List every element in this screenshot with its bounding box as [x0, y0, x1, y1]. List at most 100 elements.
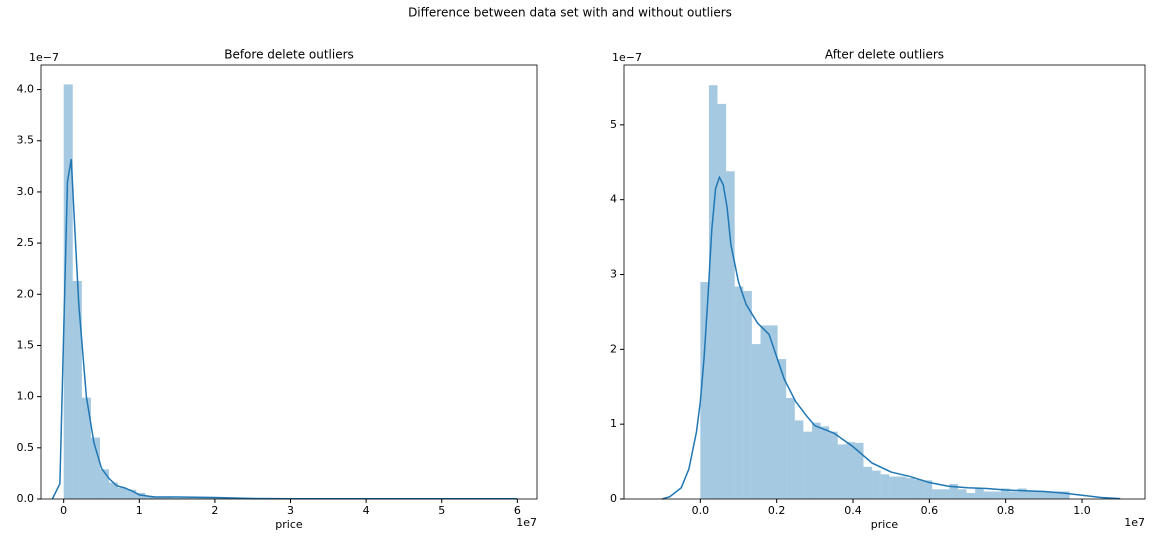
- y-tick-label: 4.0: [17, 83, 35, 96]
- bar: [145, 495, 155, 499]
- y-tick-label: 2.5: [17, 236, 35, 249]
- kde-line: [51, 159, 518, 500]
- y-tick-label: 4: [610, 193, 617, 206]
- bar: [837, 444, 847, 499]
- y-tick-label: 3: [610, 268, 617, 281]
- x-tick-label: 2: [211, 504, 218, 517]
- bar: [81, 397, 91, 499]
- y-tick-label: 3.0: [17, 185, 35, 198]
- bar: [803, 431, 812, 499]
- bar: [915, 479, 924, 499]
- bar: [769, 325, 778, 499]
- x-tick-label: 0.4: [844, 504, 862, 517]
- bar: [734, 286, 744, 499]
- bar: [743, 290, 752, 499]
- x-tick-label: 6: [514, 504, 521, 517]
- x-tick-label: 5: [438, 504, 445, 517]
- x-axis-label: price: [871, 518, 899, 531]
- bar: [127, 489, 137, 499]
- bar: [880, 474, 890, 499]
- x-tick-label: 0.6: [921, 504, 939, 517]
- bar: [63, 84, 73, 499]
- y-tick-label: 0.0: [17, 492, 35, 505]
- bar: [966, 493, 976, 499]
- bar: [136, 492, 146, 499]
- bar: [1061, 491, 1070, 499]
- bar: [90, 437, 100, 499]
- bar: [811, 422, 821, 499]
- chart-title: After delete outliers: [825, 48, 944, 62]
- bar: [923, 480, 933, 499]
- y-tick-label: 1: [610, 417, 617, 430]
- bar: [1000, 488, 1010, 499]
- bar: [163, 496, 173, 499]
- x-tick-label: 3: [287, 504, 294, 517]
- bar: [906, 478, 916, 499]
- bar: [708, 85, 718, 500]
- kde-line: [661, 175, 1121, 500]
- y-tick-label: 5: [610, 118, 617, 131]
- bar: [1026, 490, 1036, 499]
- plot-frame: [40, 64, 538, 500]
- bar: [1018, 488, 1027, 499]
- x-tick-label: 0.2: [768, 504, 786, 517]
- bar: [760, 325, 770, 499]
- bar: [109, 482, 119, 499]
- bar: [983, 491, 993, 499]
- bar: [208, 497, 218, 499]
- y-tick-label: 2: [610, 342, 617, 355]
- x-offset-text: 1e7: [1124, 516, 1145, 529]
- x-tick-label: 1.0: [1073, 504, 1091, 517]
- bar: [154, 496, 164, 499]
- figure-title: Difference between data set with and wit…: [408, 6, 732, 20]
- bar: [700, 282, 709, 499]
- x-tick-label: 0.0: [692, 504, 710, 517]
- bar: [118, 487, 128, 499]
- bar: [72, 280, 82, 499]
- bar: [1009, 491, 1019, 499]
- y-offset-text: 1e−7: [29, 51, 59, 64]
- bar: [829, 431, 838, 499]
- bar: [846, 442, 855, 499]
- x-offset-text: 1e7: [516, 516, 537, 529]
- bar: [940, 489, 950, 499]
- bar: [957, 489, 967, 499]
- bar: [99, 469, 110, 499]
- y-tick-label: 3.5: [17, 134, 35, 147]
- y-offset-text: 1e−7: [612, 51, 642, 64]
- y-tick-label: 0.5: [17, 441, 35, 454]
- bar: [1035, 490, 1044, 499]
- bar: [1052, 491, 1062, 499]
- x-tick-label: 0: [60, 504, 67, 517]
- bar: [794, 420, 804, 499]
- y-tick-label: 0: [610, 492, 617, 505]
- bar: [777, 359, 787, 499]
- bar: [949, 484, 958, 499]
- bar: [190, 496, 200, 499]
- bar: [181, 497, 191, 499]
- bar: [872, 470, 881, 499]
- y-tick-label: 1.0: [17, 390, 35, 403]
- bar: [199, 497, 209, 499]
- chart-title: Before delete outliers: [224, 48, 354, 62]
- bar: [975, 488, 984, 499]
- bar: [751, 344, 761, 499]
- bar: [932, 489, 941, 499]
- bar: [786, 397, 795, 499]
- bar: [992, 491, 1001, 499]
- bar: [820, 426, 830, 499]
- bar: [863, 466, 873, 499]
- bar: [172, 497, 182, 499]
- y-tick-label: 1.5: [17, 338, 35, 351]
- x-tick-label: 4: [363, 504, 370, 517]
- plot-frame: [623, 64, 1146, 500]
- bar: [1043, 491, 1053, 499]
- bar: [217, 497, 227, 499]
- bar: [717, 103, 727, 500]
- bar: [726, 171, 735, 499]
- bar: [854, 442, 864, 499]
- bar: [897, 476, 907, 499]
- x-axis-label: price: [275, 518, 303, 531]
